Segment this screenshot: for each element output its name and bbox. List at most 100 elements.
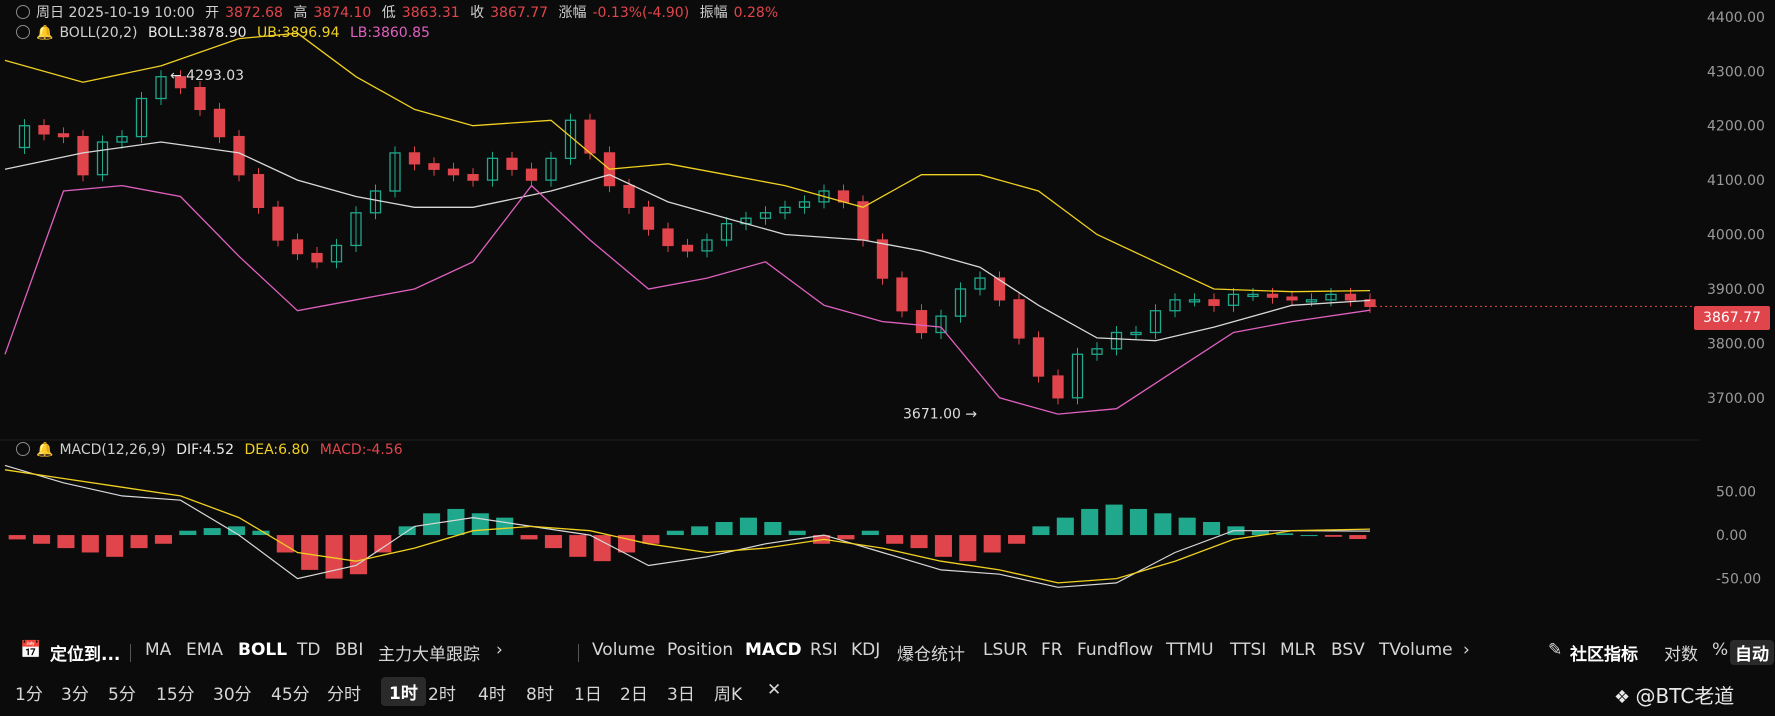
candle-body <box>233 135 245 176</box>
candle-body <box>408 152 421 165</box>
macd-legend: 🔔 MACD(12,26,9) DIF:4.52 DEA:6.80 MACD:-4… <box>16 442 409 458</box>
indicator-ttmu[interactable]: TTMU <box>1166 640 1214 660</box>
candle-body <box>311 252 323 263</box>
candle-body <box>116 135 128 143</box>
indicator-fr[interactable]: FR <box>1041 640 1063 660</box>
timeframe-14[interactable]: 周K <box>714 685 743 705</box>
close-icon[interactable]: ✕ <box>767 680 782 700</box>
auto-scale-toggle[interactable]: 自动 <box>1730 640 1774 665</box>
price-tick-label: 3800.00 <box>1707 336 1765 352</box>
collapse-icon[interactable] <box>16 442 30 456</box>
candle-body <box>720 223 733 241</box>
macd-histogram-bar <box>1203 522 1221 536</box>
timeframe-0[interactable]: 1分 <box>15 685 43 705</box>
watermark: ❖ @BTC老道 <box>1614 684 1735 708</box>
indicator-liquidation[interactable]: 爆仓统计 <box>897 645 965 665</box>
macd-histogram-bar <box>764 522 782 536</box>
candle-body <box>1247 293 1259 298</box>
candle-body <box>701 239 713 252</box>
amp-value: 0.28% <box>733 5 779 21</box>
chevron-right-icon[interactable]: › <box>1463 640 1470 660</box>
indicator-lsur[interactable]: LSUR <box>983 640 1028 660</box>
candle-body <box>1169 299 1181 312</box>
locate-button[interactable]: 定位到... <box>50 645 121 665</box>
indicator-position[interactable]: Position <box>667 640 734 660</box>
macd-histogram-bar <box>569 535 587 557</box>
macd-histogram-bar <box>471 513 489 536</box>
indicator-boll[interactable]: BOLL <box>238 640 288 660</box>
candle-body <box>935 315 947 334</box>
price-chart[interactable]: 4400.00 4300.00 4200.00 4100.00 4000.00 3900.… <box>0 0 1775 606</box>
timeframe-bar: 1分 3分 5分 15分 30分 45分 分时 1时 2时 4时 8时 1日 2日 3日 周K ✕ <box>0 677 1775 710</box>
indicator-ema[interactable]: EMA <box>186 640 224 660</box>
candle-body <box>135 97 148 138</box>
timeframe-4[interactable]: 30分 <box>213 685 252 705</box>
timeframe-6[interactable]: 分时 <box>327 685 361 705</box>
high-value: 3874.10 <box>313 5 372 21</box>
collapse-icon[interactable] <box>16 25 30 39</box>
macd-histogram-bar <box>1081 508 1099 536</box>
indicator-kdj[interactable]: KDJ <box>851 640 881 660</box>
percent-toggle[interactable]: % <box>1712 640 1729 660</box>
macd-histogram-bar <box>57 535 75 549</box>
macd-histogram-bar <box>1300 535 1318 537</box>
timeframe-12[interactable]: 2日 <box>620 685 648 705</box>
timeframe-8[interactable]: 2时 <box>428 685 456 705</box>
indicator-mlr[interactable]: MLR <box>1280 640 1316 660</box>
candle-body <box>662 228 674 247</box>
indicator-ma[interactable]: MA <box>145 640 172 660</box>
indicator-bbi[interactable]: BBI <box>335 640 364 660</box>
candle-body <box>954 288 967 317</box>
indicator-volume[interactable]: Volume <box>592 640 656 660</box>
candle-body <box>1266 293 1279 298</box>
timeframe-2[interactable]: 5分 <box>108 685 136 705</box>
candle-body <box>1013 299 1025 339</box>
candle-body <box>291 239 304 255</box>
macd-histogram-bar <box>934 535 952 557</box>
price-tick-label: 4300.00 <box>1707 64 1765 80</box>
indicator-rsi[interactable]: RSI <box>810 640 838 660</box>
bell-icon[interactable]: 🔔 <box>36 442 54 458</box>
collapse-icon[interactable] <box>16 5 30 19</box>
indicator-tvolume[interactable]: TVolume <box>1379 640 1453 660</box>
macd-histogram-bar <box>788 530 806 536</box>
macd-histogram-bar <box>496 517 514 536</box>
macd-histogram-bar <box>203 528 221 536</box>
edit-icon[interactable]: ✎ <box>1548 640 1563 660</box>
macd-histogram-bar <box>325 535 343 579</box>
chevron-right-icon[interactable]: › <box>496 640 503 660</box>
timeframe-1[interactable]: 3分 <box>61 685 89 705</box>
timeframe-13[interactable]: 3日 <box>667 685 695 705</box>
macd-tick-label: 0.00 <box>1716 528 1747 544</box>
candle-body <box>174 76 187 89</box>
log-scale-toggle[interactable]: 对数 <box>1664 645 1698 665</box>
timeframe-10[interactable]: 8时 <box>526 685 554 705</box>
price-tick-label: 4000.00 <box>1707 228 1765 244</box>
timeframe-11[interactable]: 1日 <box>574 685 602 705</box>
community-indicators-button[interactable]: 社区指标 <box>1570 645 1638 665</box>
timeframe-7[interactable]: 1时 <box>381 677 426 706</box>
bell-icon[interactable]: 🔔 <box>36 25 54 41</box>
indicator-td[interactable]: TD <box>297 640 321 660</box>
candle-body <box>1305 299 1318 303</box>
indicator-main-force[interactable]: 主力大单跟踪 <box>378 645 480 665</box>
candle-body <box>1032 337 1045 377</box>
calendar-icon[interactable]: 📅 <box>20 640 42 660</box>
indicator-ttsi[interactable]: TTSI <box>1230 640 1267 660</box>
timeframe-9[interactable]: 4时 <box>478 685 506 705</box>
macd-histogram-bar <box>642 535 660 544</box>
candle-body <box>486 157 499 181</box>
price-tick-label: 4100.00 <box>1707 173 1765 189</box>
indicator-fundflow[interactable]: Fundflow <box>1077 640 1154 660</box>
candle-body <box>1071 353 1084 399</box>
timeframe-5[interactable]: 45分 <box>271 685 310 705</box>
macd-histogram-bar <box>886 535 904 544</box>
candle-body <box>1286 296 1298 301</box>
macd-histogram-bar <box>1178 517 1196 536</box>
macd-histogram-bar <box>593 535 611 562</box>
indicator-macd[interactable]: MACD <box>745 640 802 660</box>
candle-body <box>915 310 928 334</box>
indicator-bsv[interactable]: BSV <box>1331 640 1365 660</box>
timeframe-3[interactable]: 15分 <box>156 685 195 705</box>
